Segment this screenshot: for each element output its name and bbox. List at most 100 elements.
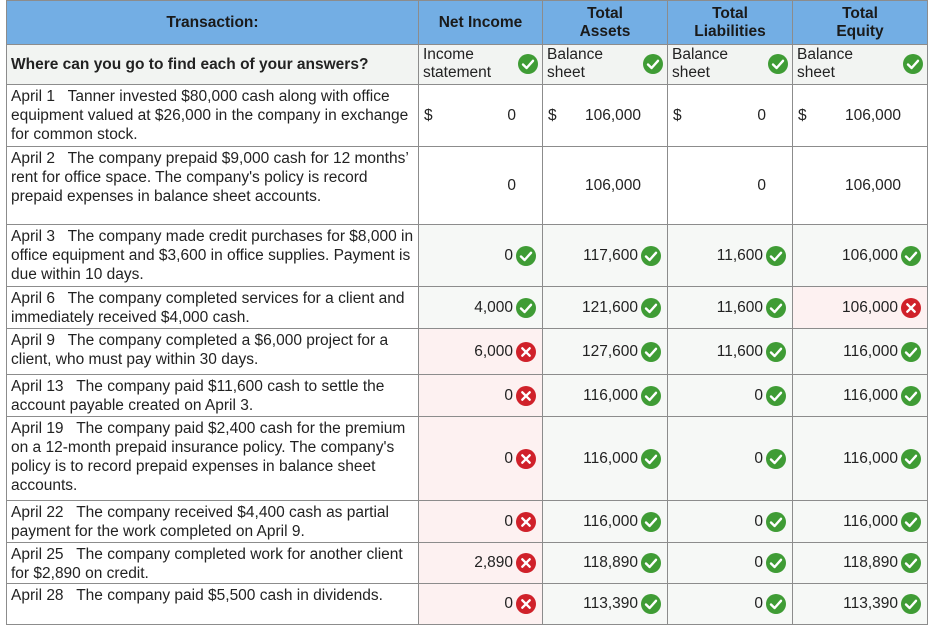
total-equity-cell[interactable]: $106,000 [792,84,928,147]
transaction-row: April 1 Tanner invested $80,000 cash alo… [6,84,928,147]
cross-icon [516,594,536,614]
transaction-description: April 9 The company completed a $6,000 p… [6,328,419,375]
total-assets-cell[interactable]: 116,000 [542,374,668,417]
dollar-sign: $ [798,106,807,124]
cross-icon [516,448,536,469]
net-income-cell[interactable]: 0 [418,416,543,501]
total-liabilities-cell[interactable]: 0 [667,146,793,225]
net-income-cell[interactable]: 0 [418,583,543,625]
cross-icon [516,341,536,362]
total-equity-cell[interactable]: 106,000 [792,146,928,225]
header-row: Transaction: Net Income Total Assets Tot… [6,0,928,45]
check-icon [516,245,536,266]
total-equity-value: 106,000 [844,176,901,194]
total-assets-value: 117,600 [583,246,638,264]
check-icon [641,511,661,532]
net-income-value: 0 [504,595,513,612]
total-assets-cell[interactable]: 116,000 [542,416,668,501]
transaction-description: April 1 Tanner invested $80,000 cash alo… [6,84,419,147]
source-total-liabilities[interactable]: Balance sheet [667,44,793,85]
check-icon [766,341,786,362]
check-icon [641,594,661,614]
check-icon [766,553,786,573]
check-icon [901,448,921,469]
total-equity-value: 113,390 [843,595,898,612]
net-income-value: 0 [504,512,513,530]
total-liabilities-cell[interactable]: $0 [667,84,793,147]
check-icon [641,448,661,469]
transaction-description: April 22 The company received $4,400 cas… [6,500,419,543]
total-liabilities-cell[interactable]: 0 [667,416,793,501]
check-icon [901,511,921,532]
total-assets-value: 116,000 [583,512,638,530]
check-icon [901,245,921,266]
check-icon [901,385,921,406]
header-transaction: Transaction: [6,0,419,45]
source-total-assets[interactable]: Balance sheet [542,44,668,85]
total-liabilities-value: 0 [754,386,763,404]
net-income-cell[interactable]: 0 [418,224,543,287]
check-icon [766,511,786,532]
total-liabilities-cell[interactable]: 11,600 [667,224,793,287]
total-liabilities-value: 11,600 [716,298,763,316]
transaction-row: April 2 The company prepaid $9,000 cash … [6,146,928,225]
source-net-income[interactable]: Income statement [418,44,543,85]
total-liabilities-cell[interactable]: 0 [667,374,793,417]
net-income-cell[interactable]: 6,000 [418,328,543,375]
total-assets-cell[interactable]: 121,600 [542,286,668,329]
total-assets-cell[interactable]: 116,000 [542,500,668,543]
total-assets-value: 118,890 [583,554,638,571]
net-income-value: 0 [504,449,513,467]
check-icon [516,297,536,318]
transaction-description: April 13 The company paid $11,600 cash t… [6,374,419,417]
transaction-description: April 3 The company made credit purchase… [6,224,419,287]
transaction-description: April 25 The company completed work for … [6,542,419,584]
source-total-equity[interactable]: Balance sheet [792,44,928,85]
total-assets-cell[interactable]: 117,600 [542,224,668,287]
transaction-row: April 28 The company paid $5,500 cash in… [6,583,928,625]
total-liabilities-cell[interactable]: 11,600 [667,328,793,375]
header-total-equity: Total Equity [792,0,928,45]
net-income-cell[interactable]: $0 [418,84,543,147]
total-equity-cell[interactable]: 113,390 [792,583,928,625]
total-equity-cell[interactable]: 116,000 [792,328,928,375]
net-income-value: 0 [504,386,513,404]
net-income-cell[interactable]: 0 [418,146,543,225]
total-liabilities-cell[interactable]: 0 [667,500,793,543]
net-income-cell[interactable]: 0 [418,374,543,417]
total-equity-cell[interactable]: 116,000 [792,374,928,417]
total-equity-cell[interactable]: 118,890 [792,542,928,584]
transaction-description: April 28 The company paid $5,500 cash in… [6,583,419,625]
net-income-cell[interactable]: 0 [418,500,543,543]
dollar-sign: $ [548,106,557,124]
total-liabilities-cell[interactable]: 0 [667,542,793,584]
transaction-row: April 3 The company made credit purchase… [6,224,928,287]
total-assets-cell[interactable]: 106,000 [542,146,668,225]
transaction-row: April 22 The company received $4,400 cas… [6,500,928,543]
total-assets-cell[interactable]: $106,000 [542,84,668,147]
transaction-description: April 2 The company prepaid $9,000 cash … [6,146,419,225]
total-assets-cell[interactable]: 127,600 [542,328,668,375]
total-assets-value: 106,000 [584,176,641,194]
total-equity-value: 116,000 [843,512,898,530]
total-equity-cell[interactable]: 116,000 [792,500,928,543]
cross-icon [901,297,921,318]
transaction-description: April 19 The company paid $2,400 cash fo… [6,416,419,501]
transaction-row: April 9 The company completed a $6,000 p… [6,328,928,375]
check-icon [641,297,661,318]
total-equity-value: 106,000 [844,106,901,124]
check-icon [643,54,663,74]
check-icon [641,341,661,362]
total-equity-value: 116,000 [843,386,898,404]
net-income-cell[interactable]: 4,000 [418,286,543,329]
total-equity-cell[interactable]: 116,000 [792,416,928,501]
total-assets-value: 127,600 [581,342,638,360]
total-equity-cell[interactable]: 106,000 [792,224,928,287]
check-icon [518,54,538,74]
total-assets-cell[interactable]: 113,390 [542,583,668,625]
net-income-cell[interactable]: 2,890 [418,542,543,584]
total-liabilities-cell[interactable]: 11,600 [667,286,793,329]
total-equity-cell[interactable]: 106,000 [792,286,928,329]
total-liabilities-cell[interactable]: 0 [667,583,793,625]
total-assets-cell[interactable]: 118,890 [542,542,668,584]
